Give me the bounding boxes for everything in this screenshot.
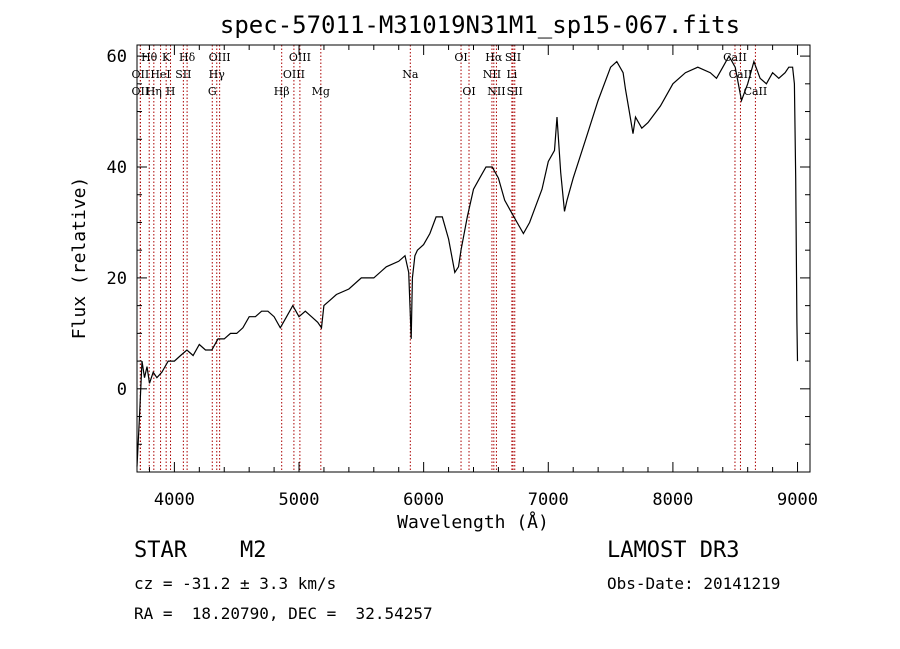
plot-frame — [136, 44, 811, 473]
chart-title: spec-57011-M31019N31M1_sp15-067.fits — [220, 11, 740, 39]
line-label-27: CaII — [744, 85, 768, 98]
x-tick-label-4: 8000 — [652, 490, 693, 510]
x-axis-ticks: 4000 5000 6000 7000 8000 9000 — [148, 45, 818, 510]
y-tick-label-3: 60 — [107, 47, 127, 67]
line-label-16: Na — [402, 68, 419, 81]
object-class: STAR — [134, 538, 187, 563]
line-label-24: SII — [507, 85, 523, 98]
x-tick-label-2: 6000 — [403, 490, 444, 510]
line-label-3: K — [162, 51, 171, 64]
line-label-21: NII — [487, 85, 505, 98]
line-label-22: SII — [505, 51, 521, 64]
line-label-19: Hα — [485, 51, 503, 64]
coordinates: RA = 18.20790, DEC = 32.54257 — [134, 604, 433, 623]
line-label-17: OI — [454, 51, 467, 64]
line-label-15: Mg — [312, 85, 330, 98]
y-tick-label-1: 20 — [107, 269, 127, 289]
redshift-cz: cz = -31.2 ± 3.3 km/s — [134, 574, 337, 593]
line-label-1: OII — [132, 68, 150, 81]
x-tick-label-5: 9000 — [777, 490, 818, 510]
line-label-26: CaII — [729, 68, 753, 81]
line-label-11: G — [208, 85, 217, 98]
line-label-13: OIII — [289, 51, 311, 64]
line-label-5: Hη — [146, 85, 162, 98]
y-tick-label-2: 40 — [107, 158, 127, 178]
emission-line-markers — [139, 45, 756, 472]
y-tick-label-0: 0 — [117, 380, 127, 400]
y-axis-label: Flux (relative) — [69, 177, 90, 340]
line-label-18: OI — [462, 85, 475, 98]
line-label-14: OIII — [283, 68, 305, 81]
line-label-6: H — [166, 85, 176, 98]
line-label-4: HeI — [150, 68, 170, 81]
emission-line-labels: Hθ OII OII K HeI Hη H SII Hδ OIII Hγ G Hβ OIII OIII Mg N… — [132, 51, 768, 98]
line-label-0: Hθ — [141, 51, 158, 64]
line-label-9: OIII — [209, 51, 231, 64]
x-axis-label: Wavelength (Å) — [397, 511, 549, 533]
line-label-20: NII — [483, 68, 501, 81]
spectrum-line — [136, 54, 799, 467]
survey-name: LAMOST DR3 — [607, 538, 740, 563]
line-label-25: CaII — [723, 51, 747, 64]
line-label-10: Hγ — [209, 68, 226, 81]
line-label-7: SII — [175, 68, 191, 81]
line-label-8: Hδ — [179, 51, 196, 64]
line-label-2: OII — [132, 85, 150, 98]
y-axis-ticks: 0 20 40 60 — [107, 47, 810, 445]
x-tick-label-3: 7000 — [528, 490, 569, 510]
x-tick-label-0: 4000 — [154, 490, 195, 510]
observation-date: Obs-Date: 20141219 — [607, 574, 781, 593]
x-tick-label-1: 5000 — [279, 490, 320, 510]
line-label-23: Li — [506, 68, 517, 81]
object-subclass: M2 — [240, 538, 267, 563]
spectrum-chart: spec-57011-M31019N31M1_sp15-067.fits Hθ O… — [69, 11, 818, 533]
line-label-12: Hβ — [274, 85, 290, 98]
